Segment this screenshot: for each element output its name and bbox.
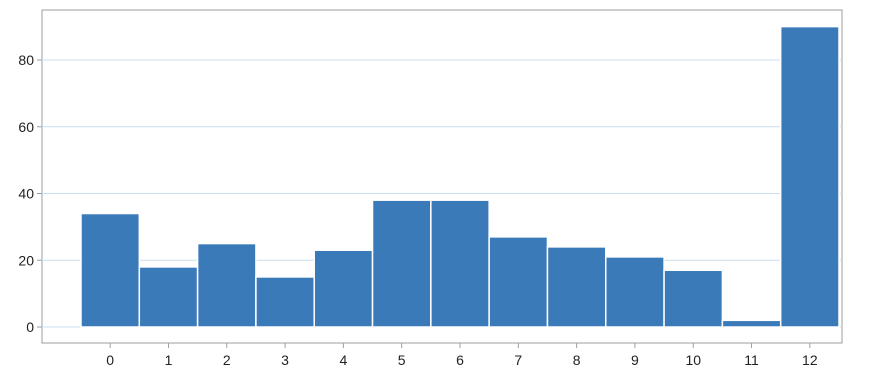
bar-6	[430, 199, 490, 328]
bar-1	[138, 266, 199, 328]
x-tick-label-3: 3	[281, 352, 289, 368]
bar-7	[488, 236, 549, 328]
x-tick-label-12: 12	[802, 352, 818, 368]
y-tick-label-60: 60	[18, 119, 34, 135]
bar-10	[663, 269, 724, 328]
x-tick-label-2: 2	[223, 352, 231, 368]
x-tick-label-5: 5	[398, 352, 406, 368]
bar-2	[196, 242, 257, 328]
y-tick-label-20: 20	[18, 252, 34, 268]
x-tick-label-9: 9	[631, 352, 639, 368]
x-tick-label-4: 4	[339, 352, 347, 368]
y-tick-label-80: 80	[18, 52, 34, 68]
y-tick-label-0: 0	[26, 319, 34, 335]
x-tick-label-10: 10	[685, 352, 701, 368]
bar-0	[80, 212, 141, 328]
bar-9	[605, 256, 665, 328]
bar-5	[371, 199, 432, 328]
x-tick-label-6: 6	[456, 352, 464, 368]
y-tick-label-40: 40	[18, 186, 34, 202]
bar-11	[721, 319, 782, 328]
x-tick-label-1: 1	[165, 352, 173, 368]
x-tick-label-7: 7	[514, 352, 522, 368]
bar-8	[546, 246, 607, 328]
bar-4	[313, 249, 374, 328]
x-tick-label-8: 8	[573, 352, 581, 368]
bar-12	[779, 25, 840, 328]
x-tick-label-0: 0	[106, 352, 114, 368]
x-tick-label-11: 11	[744, 352, 759, 368]
bar-3	[255, 276, 315, 328]
